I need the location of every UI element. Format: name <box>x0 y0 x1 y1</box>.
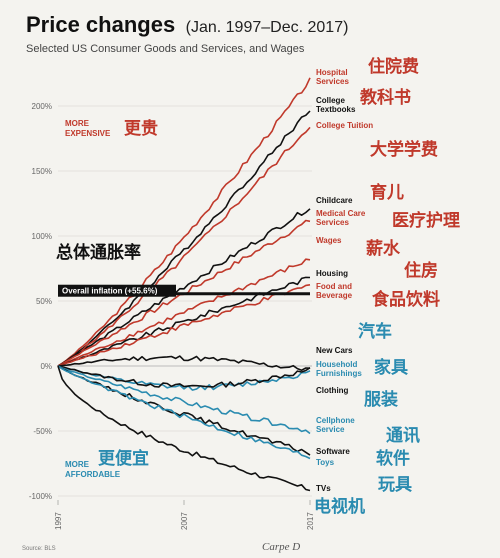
series-label-clothing: Clothing <box>316 386 349 395</box>
series-label-household-furnishings: Household <box>316 360 357 369</box>
series-cn-label-college-tuition: 大学学费 <box>370 139 438 160</box>
overall-inflation-cn: 总体通胀率 <box>56 242 141 263</box>
chart-title: Price changes <box>26 12 175 37</box>
more-affordable-line-2: AFFORDABLE <box>65 470 121 479</box>
series-cn-label-cellphone-service: 通讯 <box>386 426 420 446</box>
series-cn-label-wages: 薪水 <box>366 238 401 259</box>
more-affordable-line-1: MORE <box>65 460 90 469</box>
y-tick-label: 200% <box>32 102 52 111</box>
inflation-label-box <box>58 284 176 297</box>
series-cn-label-software: 软件 <box>376 448 410 469</box>
series-line-tvs <box>57 365 311 492</box>
series-cn-label-medical-care-services: 医疗护理 <box>392 210 460 231</box>
series-label-hospital-services: Hospital <box>316 68 348 77</box>
series-label-childcare: Childcare <box>316 196 353 205</box>
more-expensive-line-2: EXPENSIVE <box>65 129 111 138</box>
series-label-wages: Wages <box>316 236 342 245</box>
series-cn-label-hospital-services: 住院费 <box>368 56 419 77</box>
series-label-software: Software <box>316 447 350 456</box>
x-tick-label: 2017 <box>306 512 315 530</box>
series-label-cellphone-service: Service <box>316 425 345 434</box>
series-label-medical-care-services: Medical Care <box>316 209 366 218</box>
chart-subtitle: Selected US Consumer Goods and Services,… <box>26 43 305 55</box>
series-label-new-cars: New Cars <box>316 346 353 355</box>
inflation-marker: Overall inflation (+55.6%) <box>58 284 310 297</box>
series-cn-label-housing: 住房 <box>404 260 438 281</box>
more-expensive-line-1: MORE <box>65 119 90 128</box>
x-tick-label: 2007 <box>180 512 189 530</box>
series-labels: HospitalServices住院费CollegeTextbooks教科书Co… <box>314 56 460 517</box>
series-line-software <box>57 365 311 456</box>
series-label-food-and-beverage: Beverage <box>316 291 353 300</box>
series-line-childcare <box>57 208 311 367</box>
series-cn-label-new-cars: 汽车 <box>358 321 392 342</box>
y-tick-label: -50% <box>33 427 52 436</box>
chart-title-range: (Jan. 1997–Dec. 2017) <box>186 19 349 36</box>
source-note: Source: BLS <box>22 546 56 552</box>
series-cn-label-household-furnishings: 家具 <box>374 357 408 378</box>
series-label-tvs: TVs <box>316 484 331 493</box>
series-label-college-textbooks: College <box>316 96 345 105</box>
series-line-wages <box>57 258 311 367</box>
y-axis: 200% 150% 100% 50% 0% -50% -100% <box>29 102 52 501</box>
series-line-new-cars <box>57 355 311 372</box>
series-label-toys: Toys <box>316 458 335 467</box>
y-tick-label: 100% <box>32 232 52 241</box>
series-label-medical-care-services: Services <box>316 218 349 227</box>
x-tick-label: 1997 <box>54 512 63 530</box>
series-line-college-tuition <box>57 126 311 367</box>
series-cn-label-college-textbooks: 教科书 <box>359 87 411 108</box>
more-expensive-annotation: MORE EXPENSIVE 更贵 <box>65 118 158 139</box>
series-lines <box>57 77 311 492</box>
series-cn-label-tvs: 电视机 <box>314 496 365 517</box>
series-line-hospital-services <box>57 77 311 367</box>
series-label-food-and-beverage: Food and <box>316 282 352 291</box>
series-line-toys <box>57 365 311 460</box>
y-tick-label: 0% <box>40 362 52 371</box>
inflation-label: Overall inflation (+55.6%) <box>62 287 158 296</box>
series-line-clothing <box>57 365 311 388</box>
series-label-cellphone-service: Cellphone <box>316 416 355 425</box>
series-label-household-furnishings: Furnishings <box>316 369 362 378</box>
series-cn-label-childcare: 育儿 <box>370 182 404 203</box>
more-affordable-annotation: MORE AFFORDABLE 更便宜 <box>65 448 149 479</box>
series-label-college-textbooks: Textbooks <box>316 105 356 114</box>
chart-title-group: Price changes (Jan. 1997–Dec. 2017) <box>26 12 348 37</box>
y-tick-label: 50% <box>36 297 52 306</box>
series-line-cellphone-service <box>57 365 311 435</box>
series-line-college-textbooks <box>57 110 311 367</box>
series-cn-label-food-and-beverage: 食品饮料 <box>372 289 440 310</box>
more-affordable-cn: 更便宜 <box>98 448 149 469</box>
series-cn-label-clothing: 服装 <box>364 389 398 410</box>
y-tick-label: -100% <box>29 492 52 501</box>
series-label-housing: Housing <box>316 269 348 278</box>
series-cn-label-toys: 玩具 <box>378 475 412 495</box>
brand-watermark: Carpe D <box>262 541 300 553</box>
x-axis: 1997 2007 2017 <box>54 500 315 530</box>
y-tick-label: 150% <box>32 167 52 176</box>
more-expensive-cn: 更贵 <box>124 118 158 139</box>
series-label-hospital-services: Services <box>316 77 349 86</box>
series-line-food-and-beverage <box>57 284 311 367</box>
series-label-college-tuition: College Tuition <box>316 121 373 130</box>
